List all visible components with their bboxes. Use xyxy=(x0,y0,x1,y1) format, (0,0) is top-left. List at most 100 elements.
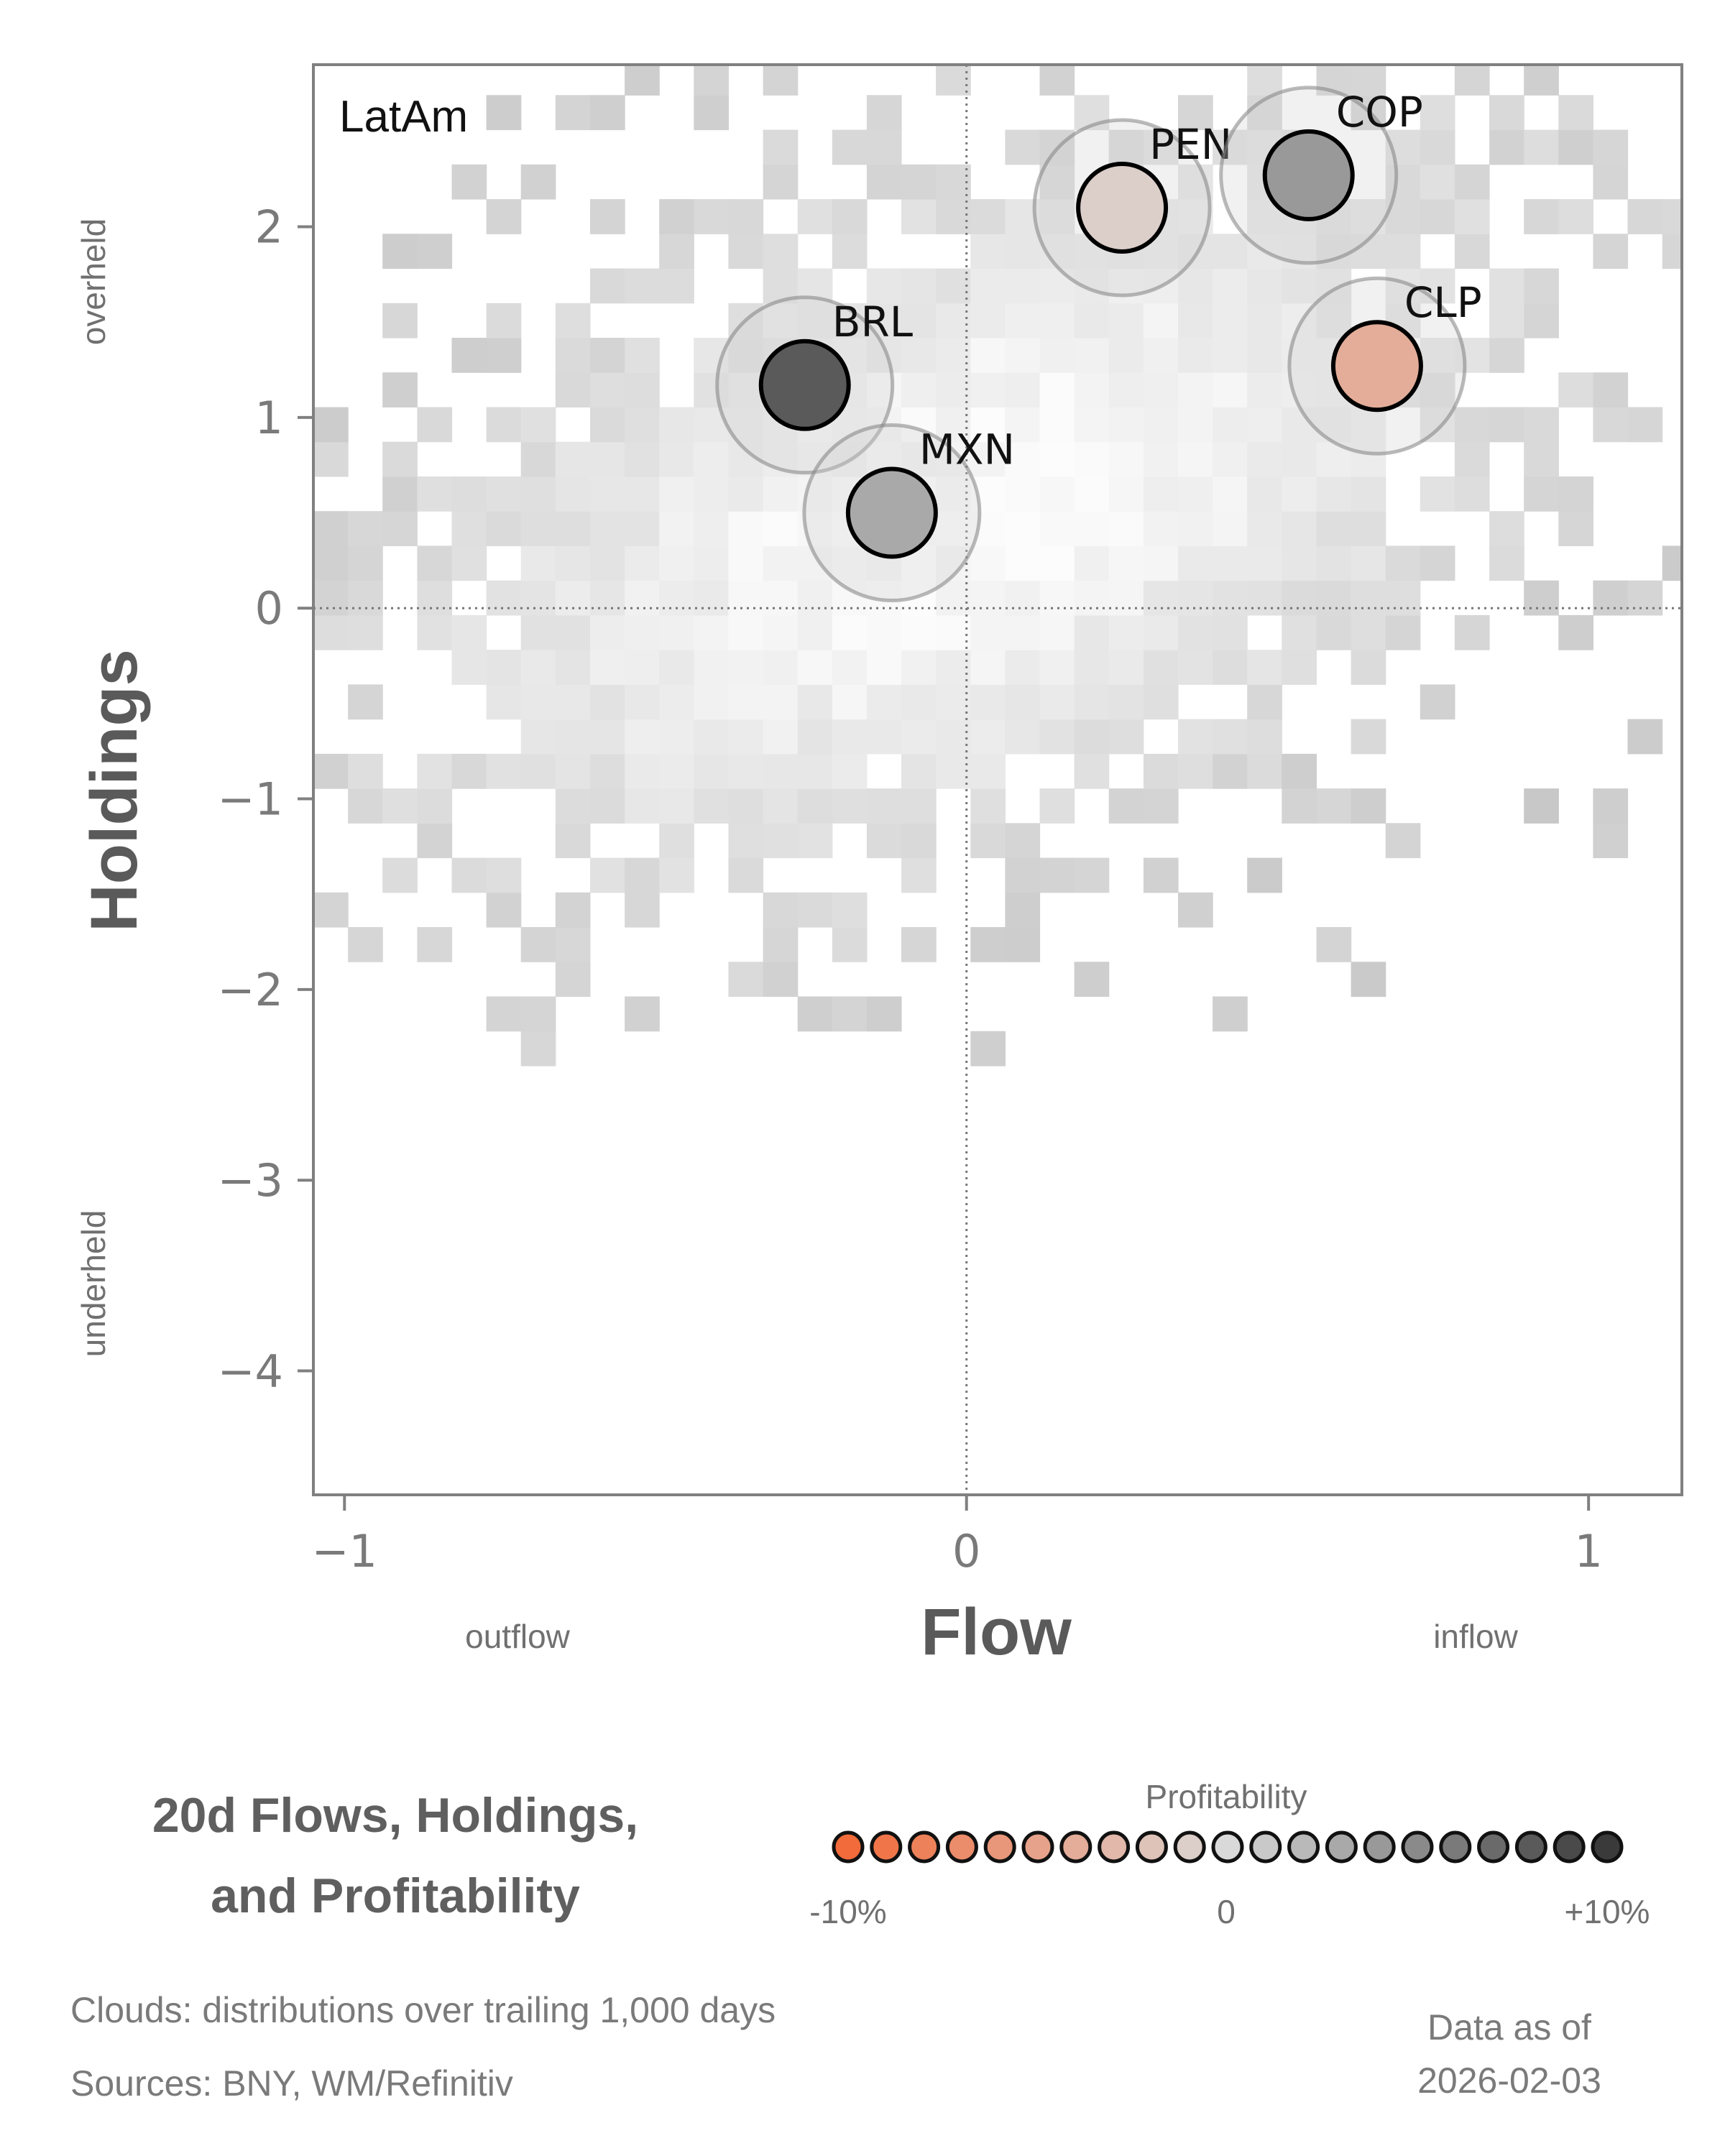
cloud-cell xyxy=(1558,129,1593,165)
cloud-cell xyxy=(313,407,349,443)
cloud-cell xyxy=(451,614,487,650)
cloud-cell xyxy=(590,338,625,373)
cloud-cell xyxy=(1282,753,1317,789)
cloud-cell xyxy=(486,511,522,546)
cloud-cell xyxy=(1489,129,1524,165)
cloud-cell xyxy=(625,857,660,893)
cloud-cell xyxy=(486,338,522,373)
cloud-cell xyxy=(1558,199,1593,234)
cloud-cell xyxy=(313,753,349,789)
x-axis-title: Flow xyxy=(921,1595,1072,1669)
cloud-cell xyxy=(625,996,660,1032)
cloud-cell xyxy=(1143,545,1179,581)
cloud-cell xyxy=(1282,614,1317,650)
cloud-cell xyxy=(694,580,729,616)
scale-dot xyxy=(1552,1830,1586,1864)
point-cop xyxy=(1262,129,1355,221)
y-tick-label: 2 xyxy=(255,201,283,254)
cloud-cell xyxy=(1108,303,1144,338)
cloud-cell xyxy=(1074,338,1110,373)
cloud-cell xyxy=(1420,129,1455,165)
cloud-cell xyxy=(625,614,660,650)
cloud-cell xyxy=(936,407,971,443)
cloud-cell xyxy=(1178,476,1213,512)
cloud-cell xyxy=(1454,407,1490,443)
cloud-cell xyxy=(659,268,694,304)
cloud-cell xyxy=(417,788,453,824)
cloud-cell xyxy=(1247,650,1282,685)
cloud-cell xyxy=(1213,580,1248,616)
cloud-cell xyxy=(1005,545,1041,581)
cloud-cell xyxy=(728,962,764,998)
cloud-cell xyxy=(1524,476,1559,512)
cloud-cell xyxy=(901,684,937,720)
cloud-cell xyxy=(1420,199,1455,234)
cloud-cell xyxy=(1039,338,1075,373)
cloud-cell xyxy=(348,614,383,650)
cloud-cell xyxy=(1108,129,1144,165)
cloud-cell xyxy=(520,614,556,650)
cloud-cell xyxy=(1420,372,1455,407)
cloud-cell xyxy=(763,753,799,789)
cloud-cell xyxy=(590,372,625,407)
cloud-cell xyxy=(1489,407,1524,443)
cloud-cell xyxy=(936,650,971,685)
cloud-cell xyxy=(728,857,764,893)
cloud-cell xyxy=(1039,614,1075,650)
cloud-cell xyxy=(1143,476,1179,512)
cloud-cell xyxy=(555,962,591,998)
cloud-cell xyxy=(1178,719,1213,755)
cloud-cell xyxy=(520,441,556,477)
cloud-cell xyxy=(901,927,937,962)
cloud-cell xyxy=(1524,407,1559,443)
cloud-cell xyxy=(313,892,349,928)
cloud-cell xyxy=(1213,511,1248,546)
cloud-cell xyxy=(417,407,453,443)
cloud-cell xyxy=(555,476,591,512)
cloud-cell xyxy=(1178,407,1213,443)
x-tick-label: −1 xyxy=(312,1525,377,1577)
cloud-cell xyxy=(1039,303,1075,338)
cloud-cell xyxy=(1524,580,1559,616)
cloud-cell xyxy=(1593,823,1629,859)
cloud-cell xyxy=(1593,580,1629,616)
cloud-cell xyxy=(1108,338,1144,373)
cloud-cell xyxy=(970,684,1006,720)
cloud-cell xyxy=(1039,407,1075,443)
cloud-cell xyxy=(486,199,522,234)
cloud-cell xyxy=(763,788,799,824)
cloud-cell xyxy=(728,234,764,270)
cloud-cell xyxy=(1420,164,1455,200)
cloud-cell xyxy=(1074,372,1110,407)
cloud-cell xyxy=(1282,511,1317,546)
cloud-cell xyxy=(555,788,591,824)
cloud-cell xyxy=(1074,407,1110,443)
cloud-cell xyxy=(1039,857,1075,893)
cloud-cell xyxy=(1420,476,1455,512)
cloud-cell xyxy=(694,199,729,234)
cloud-cell xyxy=(1247,580,1282,616)
plot-frame xyxy=(312,63,1683,1496)
cloud-cell xyxy=(520,545,556,581)
cloud-cell xyxy=(1247,857,1282,893)
cloud-cell xyxy=(970,580,1006,616)
cloud-cell xyxy=(555,892,591,928)
cloud-cell xyxy=(728,823,764,859)
cloud-cell xyxy=(1627,719,1663,755)
cloud-cell xyxy=(970,719,1006,755)
cloud-cell xyxy=(1385,234,1421,270)
cloud-cell xyxy=(486,892,522,928)
cloud-cell xyxy=(866,338,902,373)
cloud-cell xyxy=(659,788,694,824)
cloud-cell xyxy=(1316,614,1352,650)
cloud-cell xyxy=(694,65,729,96)
cloud-cell xyxy=(659,511,694,546)
cloud-cell xyxy=(1351,476,1386,512)
y-axis-ticks: 2 1 0 −1 −2 −3 −4 xyxy=(218,201,313,1398)
cloud-cell xyxy=(1005,927,1041,962)
cloud-cell xyxy=(1143,857,1179,893)
cloud-cell xyxy=(1247,303,1282,338)
cloud-cell xyxy=(1108,407,1144,443)
cloud-cell xyxy=(936,441,971,477)
cloud-cell xyxy=(520,511,556,546)
